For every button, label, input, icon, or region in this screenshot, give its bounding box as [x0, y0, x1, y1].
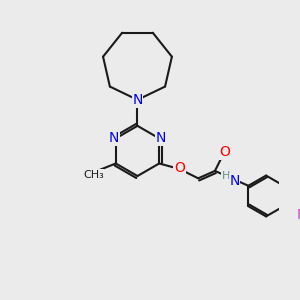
- Text: N: N: [132, 93, 143, 107]
- Text: O: O: [219, 145, 230, 159]
- Text: O: O: [174, 161, 185, 175]
- Text: F: F: [296, 208, 300, 223]
- Text: H: H: [222, 172, 230, 182]
- Text: N: N: [229, 174, 240, 188]
- Text: CH₃: CH₃: [83, 169, 104, 180]
- Text: N: N: [156, 131, 166, 146]
- Text: N: N: [109, 131, 119, 146]
